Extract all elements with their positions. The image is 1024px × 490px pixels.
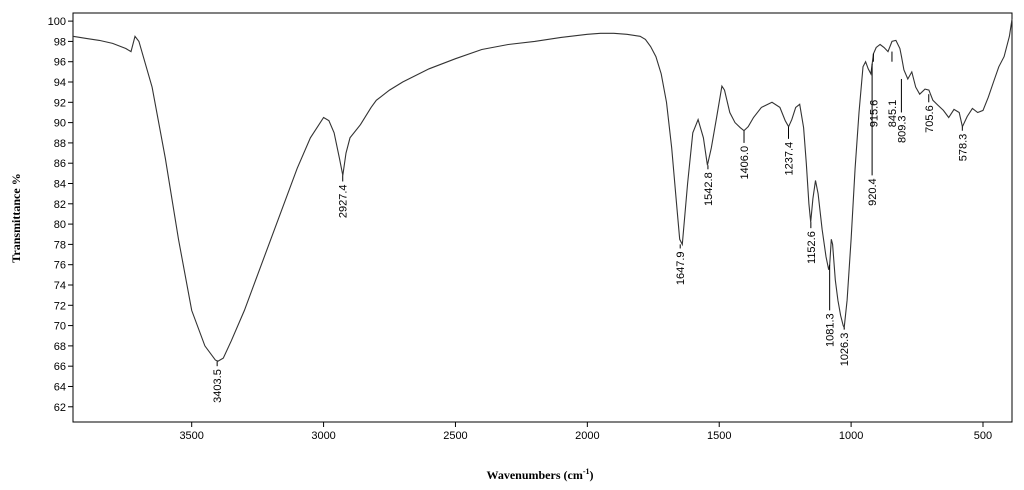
peak-label: 1081.3	[825, 313, 837, 347]
peak-label: 1026.3	[839, 333, 851, 367]
peak-label: 3403.5	[212, 369, 224, 403]
x-tick-label: 3000	[311, 430, 335, 442]
y-tick-label: 100	[48, 16, 66, 28]
y-tick-label: 86	[54, 158, 66, 170]
x-tick-label: 1500	[707, 430, 731, 442]
y-tick-label: 88	[54, 138, 66, 150]
peak-label: 1406.0	[739, 146, 751, 180]
y-tick-label: 82	[54, 199, 66, 211]
y-tick-label: 76	[54, 260, 66, 272]
y-tick-label: 90	[54, 118, 66, 130]
peak-label: 920.4	[867, 178, 879, 206]
peak-label: 809.3	[896, 115, 908, 143]
peak-label: 2927.4	[338, 184, 350, 218]
x-axis-title: Wavenumbers (cm-1)	[487, 467, 594, 482]
peak-labels: 3403.5 2927.4 1647.9 1542.8 1406.0 1237.4 1152…	[212, 51, 969, 403]
y-tick-label: 96	[54, 57, 66, 69]
spectrum-line	[72, 19, 1013, 362]
y-tick-label: 62	[54, 402, 66, 414]
x-axis-title-main: Wavenumbers (cm	[487, 468, 583, 482]
y-axis-ticks: 62 64 66 68 70 72 74 76 78 80 82 84 86 88 90 92 94 96 98 10…	[48, 16, 73, 414]
y-tick-label: 94	[54, 77, 66, 89]
x-tick-label: 1000	[839, 430, 863, 442]
peak-label: 1237.4	[783, 142, 795, 176]
peak-label: 1647.9	[675, 251, 687, 285]
peak-label: 1542.8	[703, 172, 715, 206]
peak-label: 1152.6	[806, 231, 818, 264]
y-tick-label: 74	[54, 280, 66, 292]
x-tick-label: 500	[974, 430, 992, 442]
plot-frame	[72, 12, 1013, 423]
y-tick-label: 66	[54, 361, 66, 373]
y-tick-label: 84	[54, 179, 66, 191]
y-axis-title: Transmittance %	[9, 173, 23, 262]
peak-label: 845.1	[887, 100, 899, 128]
x-tick-label: 3500	[179, 430, 203, 442]
x-tick-label: 2000	[575, 430, 599, 442]
y-tick-label: 78	[54, 239, 66, 251]
x-axis-ticks: 3500 3000 2500 2000 1500 1000 500	[179, 422, 992, 442]
y-tick-label: 70	[54, 321, 66, 333]
peak-label: 578.3	[957, 134, 969, 162]
peak-label: 705.6	[924, 105, 936, 133]
y-tick-label: 92	[54, 97, 66, 109]
peak-label: 915.6	[868, 100, 880, 128]
x-axis-title-close: )	[590, 468, 594, 482]
y-tick-label: 72	[54, 300, 66, 312]
y-tick-label: 80	[54, 219, 66, 231]
x-axis-title-sup: -1	[583, 467, 590, 476]
y-tick-label: 68	[54, 341, 66, 353]
x-tick-label: 2500	[443, 430, 467, 442]
y-tick-label: 64	[54, 381, 66, 393]
y-tick-label: 98	[54, 36, 66, 48]
